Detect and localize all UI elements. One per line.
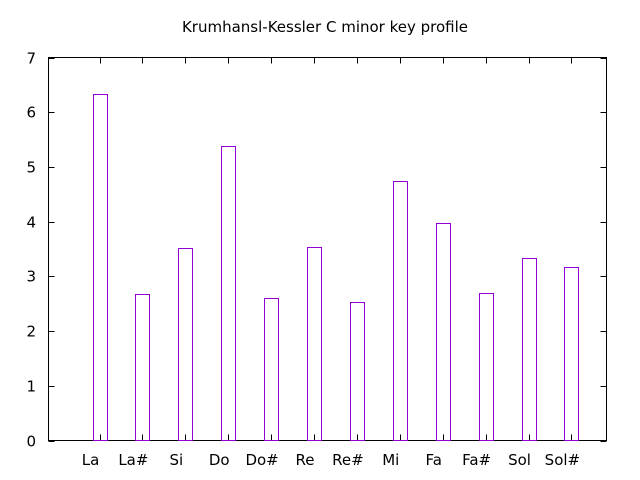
bar	[93, 94, 108, 441]
y-tick-label: 6	[26, 104, 36, 122]
bar	[178, 248, 193, 441]
x-tick-label: Mi	[382, 451, 399, 469]
x-tick-label: Sol#	[545, 451, 580, 469]
bar	[307, 247, 322, 441]
bar	[393, 181, 408, 441]
y-tick-label: 4	[26, 214, 36, 232]
bar	[350, 302, 365, 441]
x-tick-label: Do#	[245, 451, 278, 469]
x-tick-label: La	[82, 451, 100, 469]
y-tick-label: 3	[26, 268, 36, 286]
x-tick-label: Fa#	[462, 451, 491, 469]
x-axis: La La# Si Do Do# Re Re# Mi Fa Fa# Sol Sol#	[82, 57, 580, 469]
plot-frame	[48, 57, 607, 441]
bar	[135, 294, 150, 441]
bars	[93, 94, 579, 441]
y-tick-label: 1	[26, 378, 36, 396]
x-tick-label: Sol	[508, 451, 531, 469]
bar	[221, 146, 236, 441]
x-tick-label: Re	[296, 451, 315, 469]
y-tick-label: 7	[26, 50, 36, 68]
x-tick-label: La#	[118, 451, 148, 469]
chart-title: Krumhansl-Kessler C minor key profile	[182, 18, 468, 36]
x-tick-label: Re#	[332, 451, 364, 469]
x-tick-label: Fa	[425, 451, 441, 469]
y-tick-label: 2	[26, 323, 36, 341]
bar	[522, 258, 537, 441]
y-tick-label: 5	[26, 159, 36, 177]
x-tick-label: Do	[209, 451, 230, 469]
y-axis: 0 1 2 3 4 5 6 7	[26, 50, 607, 451]
bar	[479, 293, 494, 441]
bar	[564, 267, 579, 441]
bar	[436, 223, 451, 441]
bar	[264, 298, 279, 441]
y-tick-label: 0	[26, 433, 36, 451]
x-tick-label: Si	[169, 451, 183, 469]
